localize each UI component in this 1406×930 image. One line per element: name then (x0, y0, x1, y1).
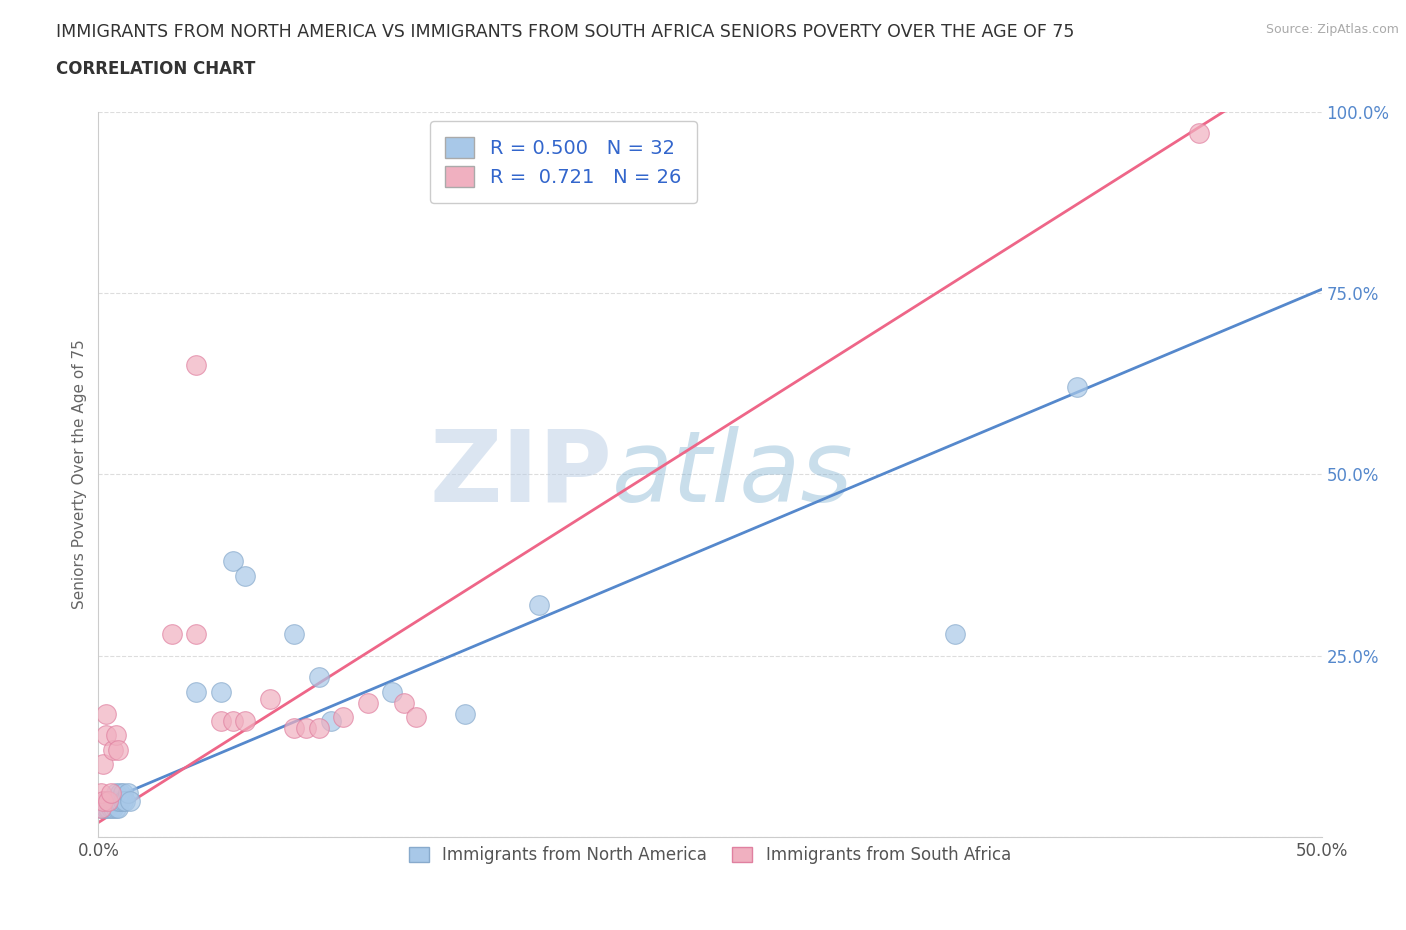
Point (111, 793, 134, 808)
Point (356, 696, 378, 711)
Point (110, 786, 132, 801)
Point (222, 713, 245, 728)
Point (91, 757, 114, 772)
Point (186, 684, 208, 699)
Point (120, 793, 142, 808)
Point (111, 786, 134, 801)
Point (94, 801, 117, 816)
Point (1188, 126, 1211, 140)
Point (527, 597, 550, 612)
Point (319, 713, 342, 728)
Point (114, 793, 136, 808)
Text: IMMIGRANTS FROM NORTH AMERICA VS IMMIGRANTS FROM SOUTH AFRICA SENIORS POVERTY OV: IMMIGRANTS FROM NORTH AMERICA VS IMMIGRA… (56, 23, 1074, 41)
Point (209, 684, 232, 699)
Point (90, 801, 112, 816)
Point (186, 358, 208, 373)
Point (259, 692, 281, 707)
Point (94, 706, 117, 721)
Point (405, 710, 427, 724)
Text: CORRELATION CHART: CORRELATION CHART (56, 60, 256, 78)
Point (283, 721, 305, 736)
Point (943, 627, 966, 642)
Point (233, 568, 256, 583)
Text: Source: ZipAtlas.com: Source: ZipAtlas.com (1265, 23, 1399, 36)
Point (392, 696, 416, 711)
Point (107, 742, 129, 757)
Point (94, 728, 117, 743)
Point (91, 793, 114, 808)
Point (381, 684, 404, 699)
Point (117, 786, 139, 801)
Y-axis label: Seniors Poverty Over the Age of 75: Seniors Poverty Over the Age of 75 (72, 339, 87, 609)
Point (104, 786, 127, 801)
Point (91, 801, 114, 816)
Point (101, 793, 124, 808)
Point (94, 793, 117, 808)
Point (97, 793, 120, 808)
Point (101, 742, 124, 757)
Point (160, 627, 183, 642)
Point (100, 793, 122, 808)
Point (110, 793, 132, 808)
Point (233, 713, 256, 728)
Point (222, 554, 245, 569)
Point (90, 786, 112, 801)
Point (186, 627, 208, 642)
Text: atlas: atlas (612, 426, 853, 523)
Point (107, 793, 129, 808)
Point (100, 786, 122, 801)
Point (104, 801, 127, 816)
Point (308, 721, 330, 736)
Point (308, 670, 330, 684)
Point (1066, 379, 1088, 394)
Point (104, 728, 127, 743)
Point (295, 721, 318, 736)
Point (100, 801, 122, 816)
Point (209, 713, 232, 728)
Text: ZIP: ZIP (429, 426, 612, 523)
Point (90, 801, 112, 816)
Point (107, 801, 129, 816)
Legend: Immigrants from North America, Immigrants from South Africa: Immigrants from North America, Immigrant… (401, 838, 1019, 872)
Point (283, 627, 305, 642)
Point (454, 706, 477, 721)
Point (332, 710, 354, 724)
Point (97, 801, 120, 816)
Point (101, 801, 124, 816)
